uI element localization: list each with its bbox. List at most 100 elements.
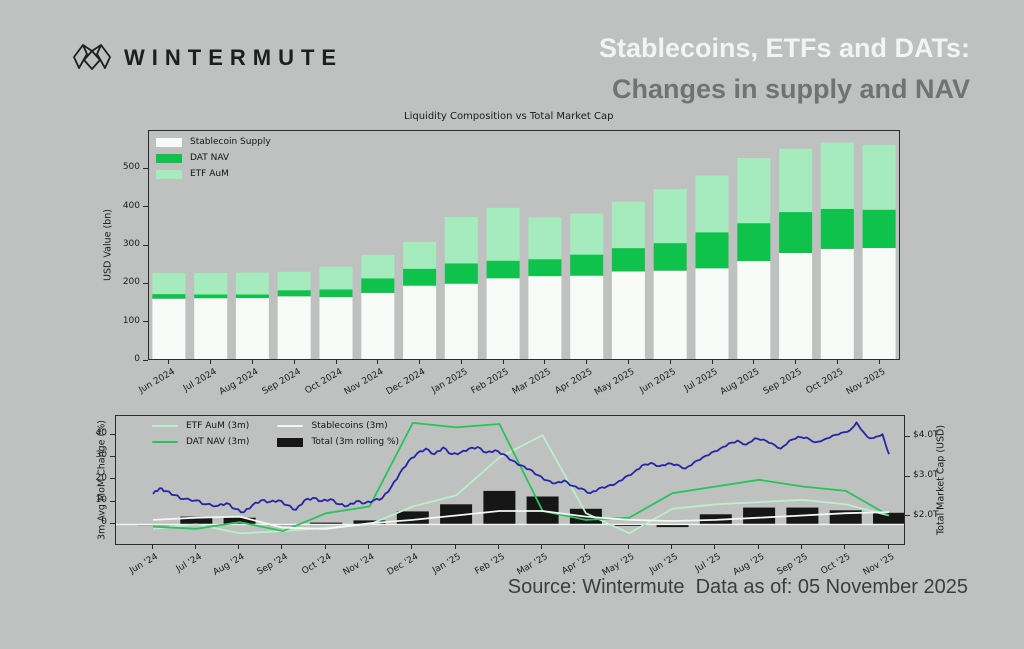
legend-item: Total (3m rolling %) [277,436,399,448]
chart2-x-tick-mark [714,545,716,549]
chart1-x-tick-mark [293,360,295,364]
chart2-x-tick-label: Mar '25 [515,552,550,578]
legend-label: DAT NAV [190,153,230,163]
chart2-x-tick-mark [800,545,802,549]
legend-swatch [156,137,182,147]
chart1-x-tick-mark [795,360,797,364]
chart1-x-tick-mark [669,360,671,364]
stacked-bar-segment [779,253,813,360]
total-rolling-bar [613,524,646,526]
stacked-bar-segment [820,209,854,249]
chart2-left-tick-label: 30 [95,450,107,461]
stacked-bar-segment [653,270,687,360]
legend-item: Stablecoin Supply [156,136,271,148]
chart2-x-tick-mark [844,545,846,549]
chart2-lines-and-bars [116,421,905,535]
stacked-bar-segment [235,297,269,360]
stacked-bar-segment [695,175,729,233]
chart1-y-tick-mark [143,244,148,246]
chart2-x-tick-label: Jul '25 [693,552,723,575]
chart2-x-tick-label: Jun '24 [128,552,160,577]
page-title-line1: Stablecoins, ETFs and DATs: [598,33,970,63]
chart2-x-tick-mark [324,545,326,549]
stacked-bar-segment [486,278,520,360]
chart2-x-tick-label: Sep '25 [775,552,810,578]
chart1-x-tick-mark [878,360,880,364]
chart2-x-tick-label: Jan '25 [431,552,464,576]
stacked-bar-segment [862,144,896,210]
stacked-bar-segment [737,223,771,262]
total-rolling-bar [743,507,776,525]
chart1-x-tick-mark [210,360,212,364]
total-rolling-bar [440,504,473,525]
chart1-x-tick-label: Oct 2025 [804,367,846,397]
mom-change-line [152,510,890,530]
legend-label: ETF AuM [190,169,229,179]
chart2-x-tick-mark [367,545,369,549]
stacked-bar-segment [194,294,228,299]
stacked-bar-segment [528,259,562,277]
stacked-bar-segment [403,268,437,286]
legend-line-swatch [152,440,178,444]
legend-item: Stablecoins (3m) [277,420,399,432]
chart2-x-tick-label: Dec '24 [385,552,420,578]
brand-wordmark: WINTERMUTE [124,45,344,70]
chart2-left-tick-label: 20 [95,472,107,483]
chart1-x-tick-mark [836,360,838,364]
stacked-bar-segment [152,298,186,360]
chart2-right-tick-label: $3.0T [913,470,939,481]
stacked-bar-segment [152,294,186,299]
total-rolling-bar [656,524,689,528]
chart1-x-tick-mark [711,360,713,364]
chart2-x-tick-mark [194,545,196,549]
chart2-x-tick-label: Nov '24 [341,552,377,578]
chart1-x-tick-mark [586,360,588,364]
chart2-x-tick-mark [887,545,889,549]
stacked-bar-segment [570,275,604,360]
stacked-bar-segment [611,201,645,249]
chart2-right-tick-mark [905,515,910,517]
brand-header: WINTERMUTE [72,42,343,74]
chart1-y-tick-mark [143,282,148,284]
chart2-x-tick-label: Feb '25 [473,552,507,578]
chart2-x-tick-mark [627,545,629,549]
chart1-x-tick-mark [502,360,504,364]
legend-label: Stablecoin Supply [190,137,271,147]
chart1-y-tick-label: 300 [122,239,140,249]
chart2-x-tick-label: Aug '25 [731,552,767,578]
chart1-x-tick-label: Jun 2024 [137,367,177,396]
stacked-bar-segment [653,243,687,271]
stacked-bar-segment [611,248,645,272]
chart2-x-tick-label: Sep '24 [255,552,290,578]
chart1-x-tick-mark [419,360,421,364]
chart2-x-tick-mark [497,545,499,549]
stacked-bar-segment [403,285,437,360]
chart1-x-tick-label: Apr 2025 [553,367,595,397]
legend-item: DAT NAV [156,152,271,164]
chart1-stacked-bars [152,142,896,361]
legend-label: Stablecoins (3m) [311,421,388,431]
chart2-x-tick-label: Oct '25 [819,552,853,577]
stacked-bar-segment [862,209,896,248]
stacked-bar-segment [486,260,520,279]
legend-swatch [156,169,182,179]
chart1-x-tick-mark [335,360,337,364]
chart1-x-tick-label: Aug 2024 [217,367,261,398]
chart1-plot-area [148,130,900,361]
chart1-x-tick-mark [544,360,546,364]
chart2-x-tick-label: Oct '24 [300,552,334,577]
chart1-x-tick-label: May 2025 [593,367,637,398]
stacked-bar-segment [361,278,395,293]
chart2-left-tick-mark [110,522,115,524]
total-rolling-bar [483,490,516,525]
stacked-bar-segment [779,212,813,253]
legend-label: ETF AuM (3m) [186,421,250,431]
chart1-x-tick-label: Jul 2025 [683,367,720,394]
total-rolling-bar [180,516,213,525]
stacked-bar-segment [820,248,854,360]
chart1-x-tick-label: Nov 2025 [844,367,888,398]
chart1-x-tick-label: Dec 2024 [385,367,428,398]
chart1-x-tick-label: Sep 2024 [260,367,303,398]
legend-swatch [156,153,182,163]
